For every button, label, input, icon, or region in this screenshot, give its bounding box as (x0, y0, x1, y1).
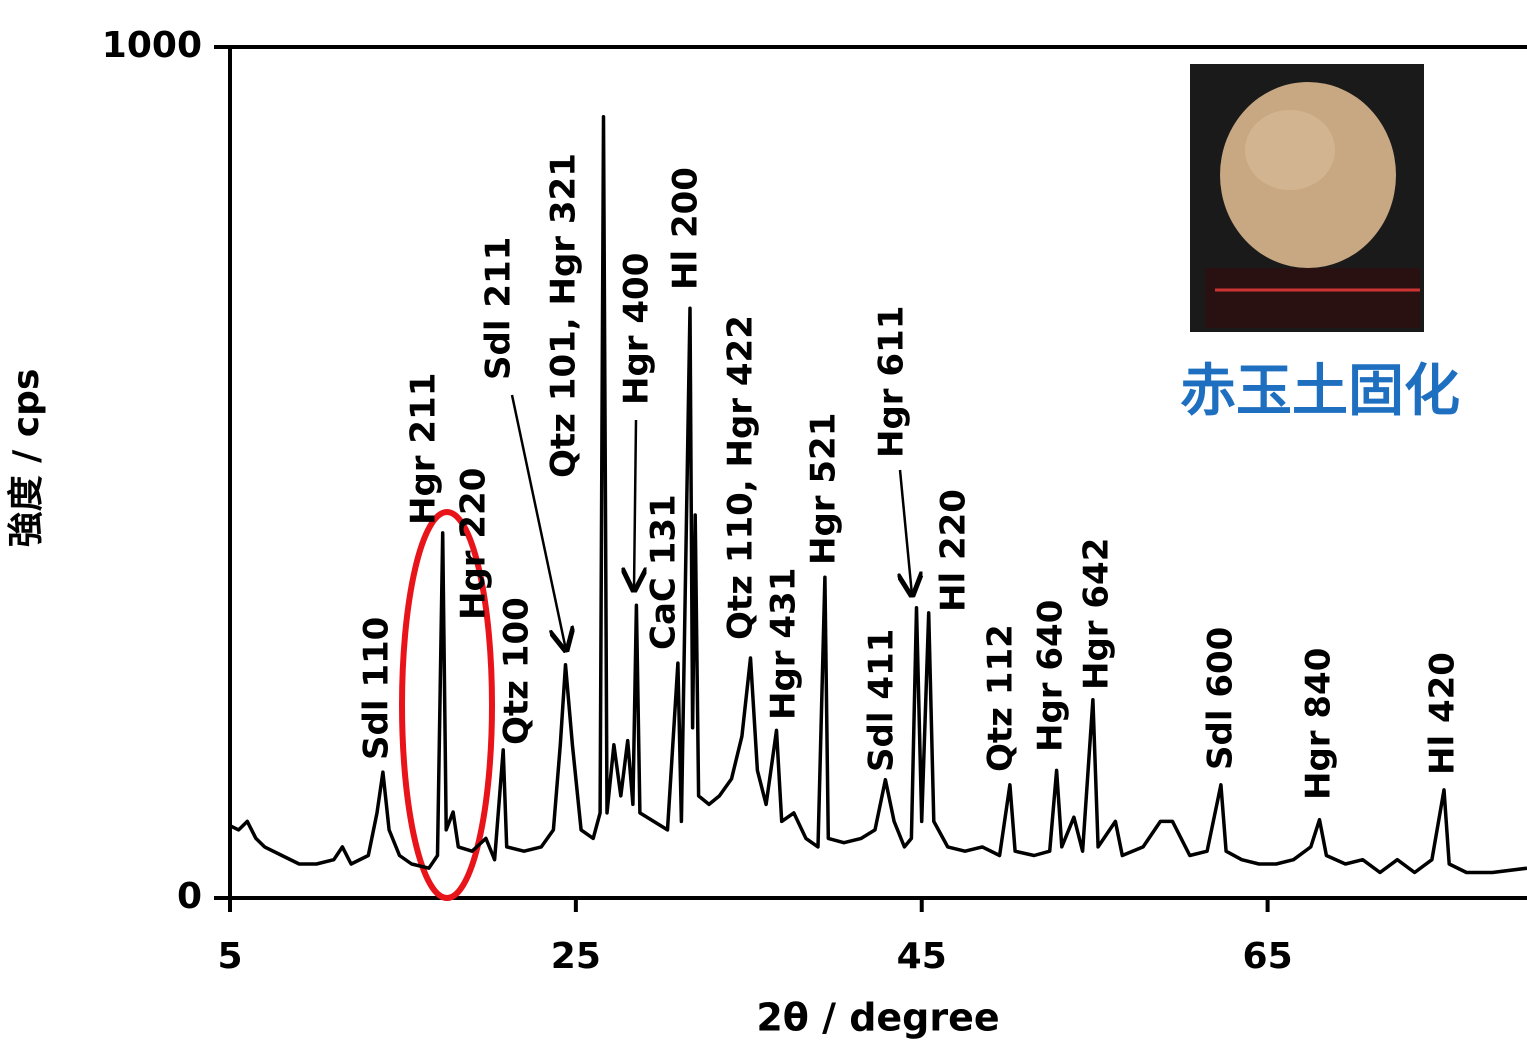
x-tick-label: 65 (1243, 936, 1293, 977)
inset-photo (1190, 64, 1424, 332)
peak-label: Sdl 110 (357, 617, 397, 760)
inset-label: 赤玉土固化 (1180, 359, 1460, 424)
y-tick-label: 1000 (102, 25, 202, 66)
peak-label: Hgr 220 (454, 468, 494, 620)
peak-label: Qtz 100 (497, 597, 537, 745)
peak-label: Hgr 521 (804, 413, 844, 565)
x-axis-label: 2θ / degree (756, 996, 999, 1040)
peak-label: Hgr 611 (872, 306, 912, 458)
peak-label: Hgr 431 (764, 568, 804, 720)
y-axis-label: 強度 / cps (6, 369, 47, 548)
peak-label: Hgr 400 (617, 253, 657, 405)
y-tick-label: 0 (177, 876, 202, 917)
peak-label: Hgr 211 (404, 373, 444, 525)
peak-label: Qtz 101, Hgr 321 (544, 153, 584, 478)
peak-label: Hl 200 (666, 167, 706, 290)
chart: 赤玉土固化 2θ / degree 強度 / cps 0 1000 5 25 45 65 S… (0, 0, 1527, 1043)
peak-label: Sdl 411 (862, 629, 902, 772)
peak-label: Hgr 642 (1077, 538, 1117, 690)
x-tick-label: 45 (897, 936, 947, 977)
x-tick-label: 25 (551, 936, 601, 977)
peak-label: Hgr 640 (1031, 600, 1071, 752)
peak-label: Sdl 600 (1201, 627, 1241, 770)
peak-label: Qtz 110, Hgr 422 (721, 315, 761, 640)
x-tick-label: 5 (217, 936, 242, 977)
peak-label: CaC 131 (644, 494, 684, 650)
peak-label: Sdl 211 (479, 237, 519, 380)
peak-label: Hl 220 (934, 489, 974, 612)
peak-label: Hl 420 (1423, 652, 1463, 775)
peak-label: Qtz 112 (981, 624, 1021, 772)
peak-label: Hgr 840 (1299, 648, 1339, 800)
